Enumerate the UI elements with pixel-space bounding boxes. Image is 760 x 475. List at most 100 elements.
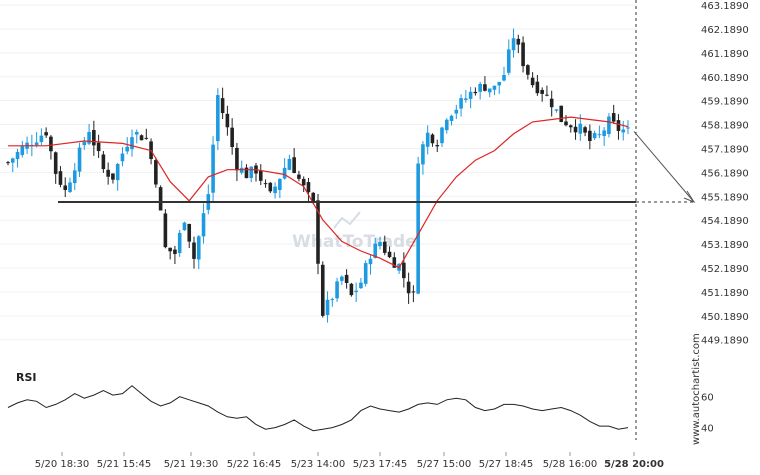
- candle-body: [335, 281, 339, 299]
- time-tick-label: 5/21 15:45: [97, 459, 151, 470]
- candle-body: [77, 147, 82, 172]
- candle-body: [464, 98, 468, 100]
- candle-body: [568, 125, 573, 128]
- candle-body: [583, 127, 587, 133]
- watermark-logo-icon: [333, 211, 361, 229]
- candle-body: [359, 282, 363, 289]
- candle-body: [278, 178, 282, 191]
- candle-body: [115, 163, 120, 181]
- candle-body: [301, 178, 306, 186]
- candle-body: [144, 137, 149, 139]
- price-tick-label: 455.1890: [701, 192, 749, 203]
- price-tick-label: 463.1890: [701, 1, 749, 12]
- candle-body: [392, 257, 397, 268]
- candle-body: [621, 129, 626, 133]
- candle-body: [459, 98, 463, 109]
- candle-body: [607, 116, 611, 135]
- candle-body: [235, 147, 239, 171]
- candle-body: [49, 136, 53, 152]
- candle-body: [239, 167, 244, 173]
- candle-body: [478, 83, 482, 92]
- price-tick-label: 458.1890: [701, 121, 749, 132]
- price-tick-label: 450.1890: [701, 312, 749, 323]
- candle-body: [244, 167, 249, 179]
- candle-body: [196, 236, 201, 260]
- candle-body: [530, 77, 535, 86]
- price-tick-label: 459.1890: [701, 97, 749, 108]
- candle-body: [168, 247, 172, 252]
- candle-body: [120, 153, 125, 162]
- candle-body: [492, 85, 497, 90]
- candle-body: [425, 132, 430, 147]
- candle-body: [230, 127, 234, 147]
- candle-body: [287, 158, 292, 170]
- time-tick-label: 5/23 14:00: [291, 459, 345, 470]
- price-tick-label: 454.1890: [701, 216, 749, 227]
- candle-body: [92, 129, 96, 146]
- price-tick-label: 457.1890: [701, 144, 749, 155]
- projection: [633, 131, 696, 204]
- candle-body: [87, 131, 91, 144]
- candle-body: [468, 91, 473, 99]
- candle-body: [435, 145, 440, 147]
- candle-body: [125, 146, 130, 152]
- rsi-line: [7, 385, 629, 432]
- candle-body: [402, 262, 406, 279]
- candle-body: [368, 258, 373, 265]
- candles: [6, 28, 630, 323]
- candle-body: [15, 151, 20, 160]
- candle-body: [297, 174, 301, 179]
- candle-body: [616, 120, 621, 131]
- candle-body: [20, 146, 25, 155]
- candle-body: [521, 42, 525, 67]
- candle-body: [430, 134, 435, 144]
- candle-body: [416, 163, 420, 294]
- projection-line: [633, 131, 695, 203]
- candle-body: [444, 119, 449, 131]
- rsi-panel: 60 40: [7, 385, 714, 435]
- candle-body: [473, 91, 478, 94]
- candle-body: [44, 132, 48, 136]
- candle-body: [273, 186, 277, 194]
- moving-average-line: [8, 116, 629, 269]
- candle-body: [378, 241, 382, 247]
- candle-body: [34, 142, 39, 146]
- candle-body: [554, 109, 559, 111]
- candle-body: [111, 173, 115, 180]
- price-tick-label: 460.1890: [701, 73, 749, 84]
- candle-body: [258, 170, 263, 181]
- watermark: WhatToTrade: [292, 232, 417, 252]
- candle-body: [192, 242, 196, 259]
- price-tick-label: 461.1890: [701, 49, 749, 60]
- candle-body: [573, 126, 578, 133]
- candle-body: [564, 121, 568, 126]
- candle-body: [502, 74, 506, 81]
- time-tick-label: 5/22 16:45: [227, 459, 281, 470]
- candle-body: [6, 162, 10, 164]
- price-tick-label: 462.1890: [701, 25, 749, 36]
- candle-body: [454, 109, 459, 114]
- candle-body: [249, 166, 254, 178]
- candle-body: [177, 232, 182, 253]
- candle-body: [592, 133, 597, 139]
- rsi-tick-label: 60: [701, 393, 714, 404]
- candle-body: [268, 182, 273, 192]
- candle-body: [344, 274, 349, 283]
- candle-body: [406, 281, 411, 294]
- candle-body: [588, 130, 592, 141]
- candle-body: [526, 65, 530, 75]
- candle-body: [39, 135, 44, 143]
- candle-body: [139, 135, 144, 141]
- candle-body: [263, 183, 268, 185]
- time-tick-label: 5/20 18:30: [35, 459, 89, 470]
- candle-body: [216, 95, 220, 142]
- candle-body: [363, 263, 368, 284]
- candle-body: [535, 81, 540, 94]
- time-tick-label: 5/23 17:45: [353, 459, 407, 470]
- candle-body: [382, 241, 387, 253]
- candle-body: [96, 142, 101, 152]
- candle-body: [487, 88, 492, 93]
- candle-body: [316, 200, 320, 264]
- candle-body: [154, 160, 158, 185]
- candle-body: [373, 243, 378, 258]
